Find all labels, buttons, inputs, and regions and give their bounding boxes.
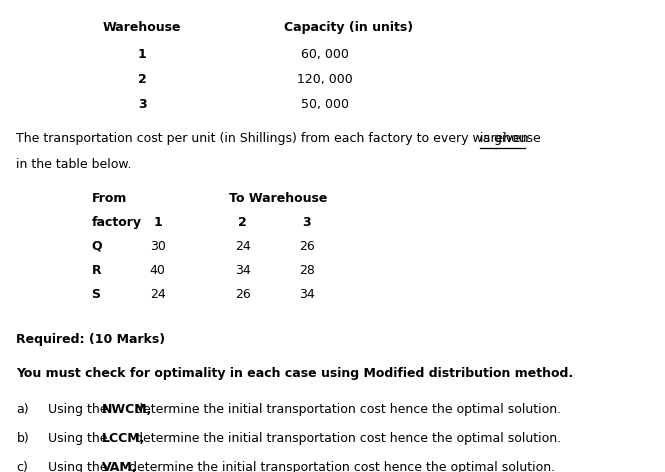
Text: 26: 26 xyxy=(235,288,251,301)
Text: The transportation cost per unit (in Shillings) from each factory to every wareh: The transportation cost per unit (in Shi… xyxy=(17,133,545,145)
Text: a): a) xyxy=(17,403,29,416)
Text: R: R xyxy=(92,264,101,277)
Text: is given: is given xyxy=(480,133,529,145)
Text: 3: 3 xyxy=(138,98,146,111)
Text: You must check for optimality in each case using Modified distribution method.: You must check for optimality in each ca… xyxy=(17,368,574,380)
Text: 34: 34 xyxy=(235,264,251,277)
Text: in the table below.: in the table below. xyxy=(17,158,132,171)
Text: 24: 24 xyxy=(235,240,251,253)
Text: determine the initial transportation cost hence the optimal solution.: determine the initial transportation cos… xyxy=(131,403,561,416)
Text: 30: 30 xyxy=(150,240,166,253)
Text: 40: 40 xyxy=(150,264,166,277)
Text: Warehouse: Warehouse xyxy=(103,21,182,34)
Text: factory: factory xyxy=(92,216,142,229)
Text: LCCM,: LCCM, xyxy=(102,432,146,445)
Text: Using the: Using the xyxy=(48,432,111,445)
Text: c): c) xyxy=(17,461,29,472)
Text: determine the initial transportation cost hence the optimal solution.: determine the initial transportation cos… xyxy=(125,461,555,472)
Text: Using the: Using the xyxy=(48,461,111,472)
Text: NWCM,: NWCM, xyxy=(102,403,152,416)
Text: 34: 34 xyxy=(299,288,315,301)
Text: From: From xyxy=(92,192,127,205)
Text: 24: 24 xyxy=(150,288,166,301)
Text: 1: 1 xyxy=(153,216,162,229)
Text: To Warehouse: To Warehouse xyxy=(229,192,327,205)
Text: 1: 1 xyxy=(138,48,146,61)
Text: Required: (10 Marks): Required: (10 Marks) xyxy=(17,333,166,346)
Text: 50, 000: 50, 000 xyxy=(301,98,349,111)
Text: 2: 2 xyxy=(138,73,146,86)
Text: determine the initial transportation cost hence the optimal solution.: determine the initial transportation cos… xyxy=(131,432,561,445)
Text: Q: Q xyxy=(92,240,102,253)
Text: VAM,: VAM, xyxy=(102,461,138,472)
Text: b): b) xyxy=(17,432,29,445)
Text: S: S xyxy=(92,288,100,301)
Text: 26: 26 xyxy=(299,240,315,253)
Text: 2: 2 xyxy=(239,216,247,229)
Text: Using the: Using the xyxy=(48,403,111,416)
Text: 120, 000: 120, 000 xyxy=(297,73,353,86)
Text: 60, 000: 60, 000 xyxy=(301,48,349,61)
Text: Capacity (in units): Capacity (in units) xyxy=(283,21,413,34)
Text: 3: 3 xyxy=(303,216,311,229)
Text: 28: 28 xyxy=(299,264,315,277)
